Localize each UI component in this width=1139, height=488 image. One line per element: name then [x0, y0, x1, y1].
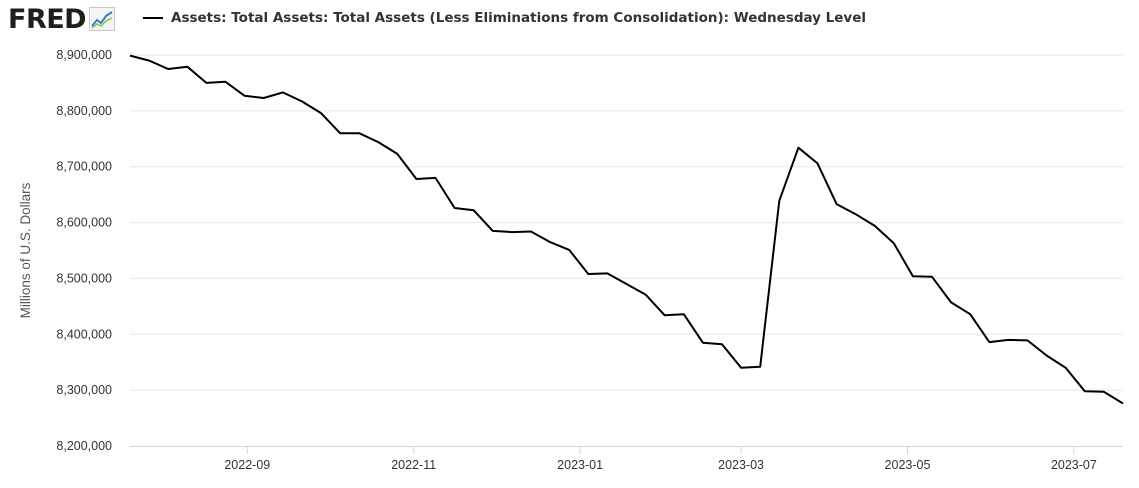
x-tick-label: 2022-09 — [224, 458, 270, 472]
data-point[interactable] — [795, 145, 801, 151]
x-tick-label: 2023-05 — [885, 458, 931, 472]
data-point[interactable] — [165, 66, 171, 72]
data-point[interactable] — [834, 201, 840, 207]
data-point[interactable] — [853, 211, 859, 217]
data-point[interactable] — [967, 311, 973, 317]
data-point[interactable] — [184, 64, 190, 70]
data-point[interactable] — [1063, 365, 1069, 371]
data-point[interactable] — [738, 365, 744, 371]
data-point[interactable] — [872, 223, 878, 229]
fred-logo[interactable]: FRED — [8, 3, 116, 35]
y-axis: 8,200,000 8,300,000 8,400,000 8,500,000 8,60… — [56, 48, 112, 453]
data-point[interactable] — [585, 271, 591, 277]
data-point[interactable] — [1101, 389, 1107, 395]
x-tick-label: 2023-01 — [557, 458, 603, 472]
data-point[interactable] — [261, 95, 267, 101]
data-point[interactable] — [643, 292, 649, 298]
data-point[interactable] — [929, 274, 935, 280]
fred-graph-icon — [89, 7, 116, 31]
data-point[interactable] — [719, 341, 725, 347]
chart-header: FRED Assets: Total Assets: Total Assets … — [0, 0, 1139, 40]
gridlines — [130, 54, 1123, 391]
data-point[interactable] — [242, 93, 248, 99]
data-point[interactable] — [452, 205, 458, 211]
data-point[interactable] — [337, 130, 343, 136]
data-point[interactable] — [433, 175, 439, 181]
y-tick-label: 8,600,000 — [56, 216, 112, 230]
line-chart[interactable]: 8,200,000 8,300,000 8,400,000 8,500,000 8,60… — [0, 40, 1139, 483]
x-tick-label: 2023-07 — [1051, 458, 1097, 472]
data-point[interactable] — [127, 53, 133, 59]
series-layer[interactable] — [127, 53, 1126, 407]
chart-legend[interactable]: Assets: Total Assets: Total Assets (Less… — [143, 10, 866, 26]
fred-logo-text: FRED — [8, 3, 87, 35]
x-tick-label: 2023-03 — [718, 458, 764, 472]
data-point[interactable] — [986, 339, 992, 345]
data-point[interactable] — [375, 139, 381, 145]
y-tick-label: 8,800,000 — [56, 104, 112, 118]
x-axis: 2022-09 2022-11 2023-01 2023-03 2023-05 2023-… — [130, 446, 1123, 472]
data-point[interactable] — [356, 130, 362, 136]
data-point[interactable] — [948, 299, 954, 305]
data-point[interactable] — [490, 228, 496, 234]
data-point[interactable] — [1025, 337, 1031, 343]
data-point[interactable] — [624, 281, 630, 287]
data-point[interactable] — [1005, 337, 1011, 343]
y-tick-label: 8,400,000 — [56, 327, 112, 341]
data-point[interactable] — [222, 79, 228, 85]
data-point[interactable] — [318, 110, 324, 116]
x-tick-label: 2022-11 — [391, 458, 436, 472]
y-tick-label: 8,200,000 — [56, 439, 112, 453]
data-point[interactable] — [547, 239, 553, 245]
data-point[interactable] — [509, 229, 515, 235]
data-point[interactable] — [1082, 388, 1088, 394]
data-point[interactable] — [681, 311, 687, 317]
series-line[interactable] — [129, 54, 1124, 405]
data-point[interactable] — [891, 240, 897, 246]
data-point[interactable] — [814, 160, 820, 166]
data-point[interactable] — [757, 364, 763, 370]
y-tick-label: 8,500,000 — [56, 271, 112, 285]
y-tick-label: 8,700,000 — [56, 160, 112, 174]
data-point[interactable] — [471, 207, 477, 213]
data-point[interactable] — [413, 176, 419, 182]
data-point[interactable] — [299, 98, 305, 104]
data-point[interactable] — [280, 89, 286, 95]
data-point[interactable] — [203, 80, 209, 86]
legend-swatch — [143, 17, 163, 19]
data-point[interactable] — [566, 247, 572, 253]
y-tick-label: 8,900,000 — [56, 48, 112, 62]
y-tick-label: 8,300,000 — [56, 383, 112, 397]
data-point[interactable] — [604, 270, 610, 276]
data-point[interactable] — [776, 198, 782, 204]
data-point[interactable] — [662, 312, 668, 318]
data-point[interactable] — [394, 151, 400, 157]
data-point[interactable] — [700, 340, 706, 346]
y-axis-label: Millions of U.S. Dollars — [18, 182, 33, 318]
chart-area[interactable]: 8,200,000 8,300,000 8,400,000 8,500,000 8,60… — [0, 40, 1139, 483]
data-point[interactable] — [910, 273, 916, 279]
data-point[interactable] — [1120, 401, 1126, 407]
data-point[interactable] — [528, 229, 534, 235]
data-point[interactable] — [1044, 353, 1050, 359]
data-point[interactable] — [146, 58, 152, 64]
legend-label: Assets: Total Assets: Total Assets (Less… — [171, 10, 867, 26]
